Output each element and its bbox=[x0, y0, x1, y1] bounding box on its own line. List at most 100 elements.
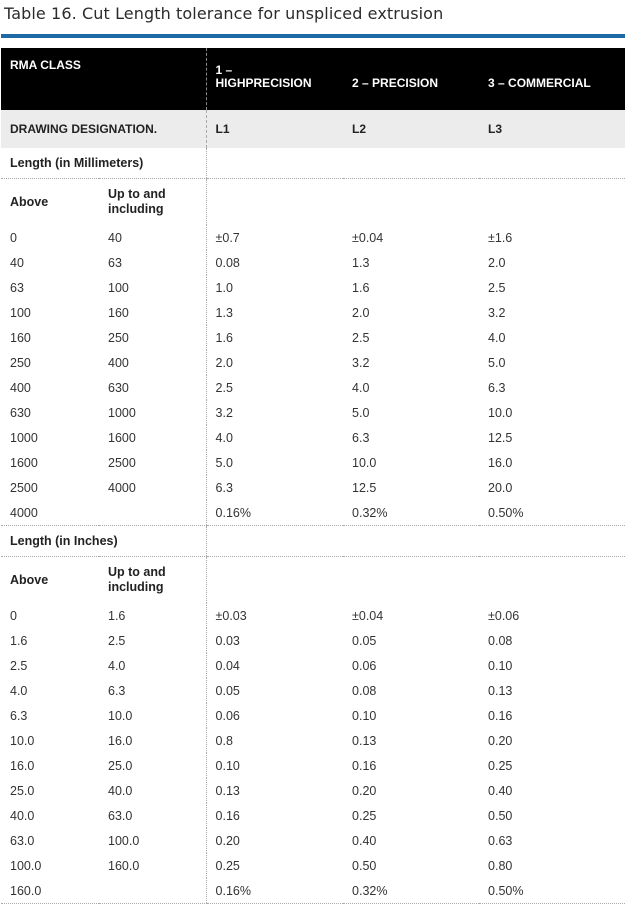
mm-heading-row: Length (in Millimeters) bbox=[1, 148, 626, 179]
above-value: 63 bbox=[10, 280, 24, 295]
designation-row: DRAWING DESIGNATION. L1 L2 L3 bbox=[1, 110, 626, 148]
title-rule bbox=[1, 34, 625, 38]
table-row: 250 400 2.0 3.2 5.0 bbox=[1, 350, 625, 375]
mm-above-header: Above bbox=[10, 195, 49, 209]
mm-subheader-blank bbox=[205, 178, 626, 225]
mm-heading-blank bbox=[205, 148, 626, 179]
l3-value: 2.0 bbox=[488, 255, 506, 270]
l3-value: 0.08 bbox=[488, 633, 513, 648]
upto-value: 100 bbox=[108, 280, 129, 295]
upto-value: 40 bbox=[108, 230, 122, 245]
header-row: RMA CLASS 1 – HIGHPRECISION 2 – PRECISIO… bbox=[1, 48, 626, 110]
l3-value: 0.63 bbox=[488, 833, 513, 848]
l3-value: 4.0 bbox=[488, 330, 506, 345]
l1-value: 5.0 bbox=[205, 450, 344, 475]
table-row: 10.0 16.0 0.8 0.13 0.20 bbox=[1, 728, 625, 753]
upto-value: 16.0 bbox=[108, 733, 133, 748]
tolerance-table: RMA CLASS 1 – HIGHPRECISION 2 – PRECISIO… bbox=[1, 48, 626, 904]
table-row: 0 1.6 ±0.03 ±0.04 ±0.06 bbox=[1, 603, 625, 628]
table-row: 16.0 25.0 0.10 0.16 0.25 bbox=[1, 753, 625, 778]
l2-value: 0.16 bbox=[352, 758, 377, 773]
above-value: 2500 bbox=[10, 480, 38, 495]
mm-subheader-row: Above Up to and including bbox=[1, 178, 626, 225]
table-row: 4000 0.16% 0.32% 0.50% bbox=[1, 500, 626, 526]
l3-value: 12.5 bbox=[488, 430, 513, 445]
col-commercial-header: 3 – COMMERCIAL bbox=[479, 48, 626, 110]
l1-value: ±0.7 bbox=[205, 225, 344, 250]
upto-value: 2.5 bbox=[108, 633, 126, 648]
l1-value: 0.16 bbox=[205, 803, 344, 828]
l1-value: 0.08 bbox=[205, 250, 344, 275]
l3-value: 0.20 bbox=[488, 733, 513, 748]
l3-value: 6.3 bbox=[488, 380, 506, 395]
above-value: 6.3 bbox=[10, 708, 28, 723]
upto-value: 100.0 bbox=[108, 833, 140, 848]
in-above-header: Above bbox=[10, 573, 49, 587]
l3-value: 0.50% bbox=[479, 500, 626, 526]
l2-value: 0.10 bbox=[352, 708, 377, 723]
col-precision-header: 2 – PRECISION bbox=[343, 48, 480, 110]
l3-value: 5.0 bbox=[488, 355, 506, 370]
l1-value: 4.0 bbox=[205, 425, 344, 450]
above-value: 10.0 bbox=[10, 733, 35, 748]
upto-value: 10.0 bbox=[108, 708, 133, 723]
table-row: 4.0 6.3 0.05 0.08 0.13 bbox=[1, 678, 625, 703]
table-row: 40.0 63.0 0.16 0.25 0.50 bbox=[1, 803, 625, 828]
l1-value: 0.13 bbox=[205, 778, 344, 803]
upto-value: 6.3 bbox=[108, 683, 126, 698]
upto-value bbox=[99, 878, 207, 904]
l2-value: 0.13 bbox=[352, 733, 377, 748]
l2-value: ±0.04 bbox=[352, 230, 384, 245]
upto-value: 160 bbox=[108, 305, 129, 320]
l2-value: ±0.04 bbox=[352, 608, 384, 623]
above-value: 40.0 bbox=[10, 808, 35, 823]
l3-value: 0.10 bbox=[488, 658, 513, 673]
upto-value: 400 bbox=[108, 355, 129, 370]
upto-value: 160.0 bbox=[108, 858, 140, 873]
table-row: 2.5 4.0 0.04 0.06 0.10 bbox=[1, 653, 625, 678]
above-value: 100.0 bbox=[10, 858, 42, 873]
table-row: 63 100 1.0 1.6 2.5 bbox=[1, 275, 625, 300]
designation-l2: L2 bbox=[343, 110, 480, 148]
upto-value: 4000 bbox=[108, 480, 136, 495]
table-row: 6.3 10.0 0.06 0.10 0.16 bbox=[1, 703, 625, 728]
l2-value: 0.08 bbox=[352, 683, 377, 698]
l1-value: 0.03 bbox=[205, 628, 344, 653]
above-value: 100 bbox=[10, 305, 31, 320]
col-highprecision-line2: HIGHPRECISION bbox=[215, 76, 312, 90]
l1-value: 0.06 bbox=[205, 703, 344, 728]
above-value: 1600 bbox=[10, 455, 38, 470]
l2-value: 0.20 bbox=[352, 783, 377, 798]
l2-value: 1.6 bbox=[352, 280, 370, 295]
table-row: 100 160 1.3 2.0 3.2 bbox=[1, 300, 625, 325]
upto-value: 63 bbox=[108, 255, 122, 270]
table-row: 0 40 ±0.7 ±0.04 ±1.6 bbox=[1, 225, 625, 250]
in-heading-row: Length (in Inches) bbox=[1, 525, 626, 557]
in-upto-header: Up to and including bbox=[99, 557, 206, 604]
upto-value: 1.6 bbox=[108, 608, 126, 623]
l3-value: 0.50% bbox=[479, 878, 626, 904]
designation-label: DRAWING DESIGNATION. bbox=[1, 110, 207, 148]
above-value: 400 bbox=[10, 380, 31, 395]
l2-value: 0.25 bbox=[352, 808, 377, 823]
upto-value: 1600 bbox=[108, 430, 136, 445]
l1-value: 1.6 bbox=[205, 325, 344, 350]
upto-value: 1000 bbox=[108, 405, 136, 420]
table-title: Table 16. Cut Length tolerance for unspl… bbox=[4, 4, 444, 23]
above-value: 1000 bbox=[10, 430, 38, 445]
l1-value: 0.16% bbox=[205, 500, 344, 526]
l3-value: 0.80 bbox=[488, 858, 513, 873]
above-value: 25.0 bbox=[10, 783, 35, 798]
l3-value: 0.40 bbox=[488, 783, 513, 798]
in-section-heading: Length (in Inches) bbox=[1, 525, 207, 557]
upto-value: 63.0 bbox=[108, 808, 133, 823]
in-subheader-blank bbox=[205, 556, 626, 603]
l1-value: 0.25 bbox=[205, 853, 344, 878]
table-row: 63.0 100.0 0.20 0.40 0.63 bbox=[1, 828, 625, 853]
above-value: 40 bbox=[10, 255, 24, 270]
designation-l3: L3 bbox=[479, 110, 626, 148]
l3-value: 3.2 bbox=[488, 305, 506, 320]
upto-value: 40.0 bbox=[108, 783, 133, 798]
l2-value: 0.32% bbox=[343, 878, 480, 904]
above-value: 0 bbox=[10, 608, 17, 623]
